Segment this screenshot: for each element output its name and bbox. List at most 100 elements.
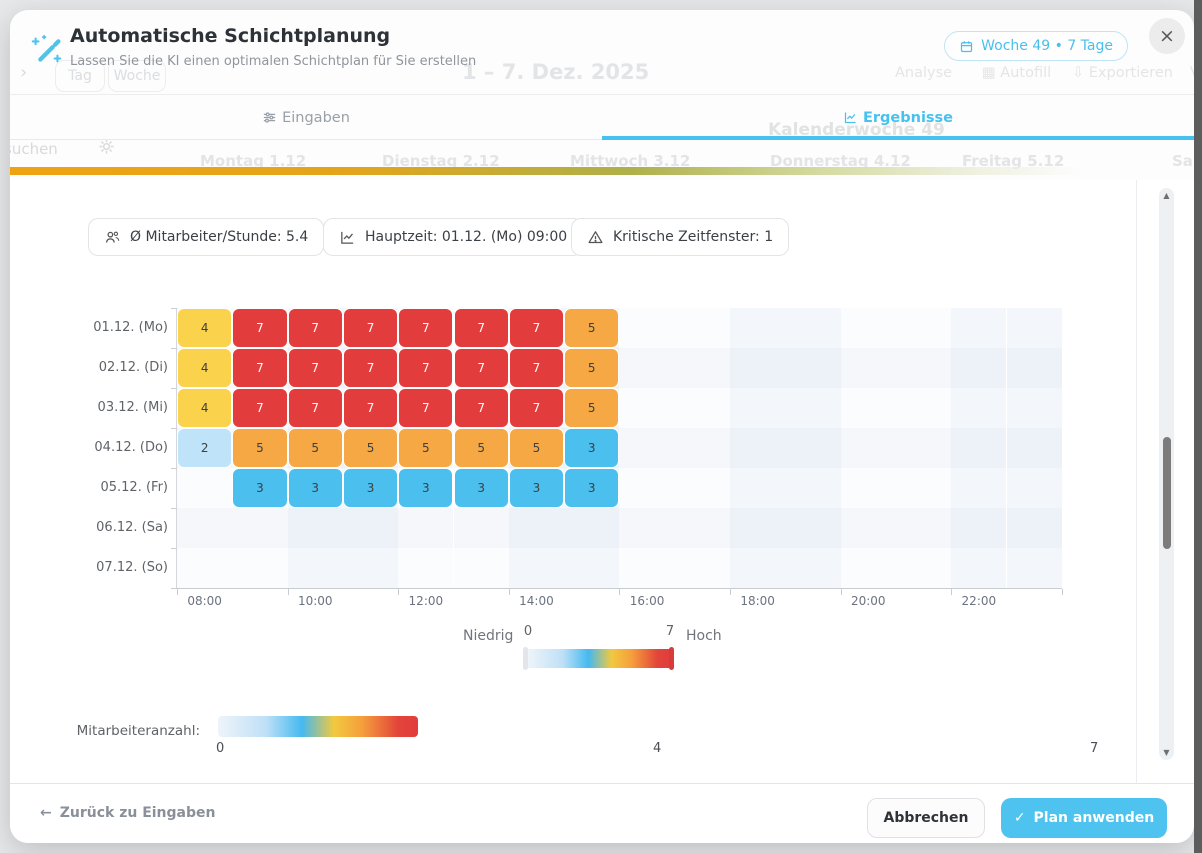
stat-peak-label: Hauptzeit: 01.12. (Mo) 09:00 — [365, 229, 568, 245]
heatmap-cell[interactable]: 7 — [232, 348, 288, 388]
heatmap-cell[interactable]: 7 — [232, 388, 288, 428]
active-tab-underline — [602, 136, 1194, 140]
heatmap-cell[interactable]: 7 — [508, 348, 565, 388]
heatmap-row-label: 03.12. (Mi) — [97, 400, 168, 415]
heatmap-cell[interactable]: 5 — [564, 308, 620, 348]
heatmap-cell[interactable]: 5 — [287, 428, 343, 468]
y-tick-mark — [171, 428, 177, 429]
stat-critical-label: Kritische Zeitfenster: 1 — [613, 229, 774, 245]
legend-max-cap[interactable] — [669, 647, 674, 670]
heatmap-cell[interactable]: 5 — [508, 428, 565, 468]
week-badge[interactable]: Woche 49 • 7 Tage — [944, 31, 1128, 61]
cancel-button[interactable]: Abbrechen — [867, 798, 985, 838]
heatmap-empty-cell — [287, 508, 343, 548]
heatmap-cell[interactable]: 7 — [398, 308, 454, 348]
heatmap-empty-cell — [508, 508, 565, 548]
heatmap-cell[interactable]: 7 — [287, 388, 343, 428]
heatmap-cell[interactable]: 2 — [177, 428, 233, 468]
heatmap-empty-cell — [730, 388, 786, 428]
heatmap-empty-cell — [730, 468, 786, 508]
heatmap-empty-cell — [674, 508, 730, 548]
heatmap-empty-cell — [508, 548, 565, 588]
heatmap-cell[interactable]: 7 — [453, 348, 509, 388]
apply-plan-button[interactable]: ✓ Plan anwenden — [1001, 798, 1167, 838]
page-scrollbar[interactable] — [1194, 0, 1202, 853]
heatmap-empty-cell — [1006, 348, 1062, 388]
heatmap-cell[interactable]: 7 — [342, 348, 399, 388]
heatmap-row-label: 07.12. (So) — [96, 560, 168, 575]
heatmap-empty-cell — [674, 348, 730, 388]
heatmap-cell[interactable]: 3 — [398, 468, 454, 508]
legend-min-cap — [523, 647, 528, 670]
back-link-label: Zurück zu Eingaben — [59, 805, 216, 821]
heatmap-empty-cell — [619, 428, 675, 468]
back-to-inputs-link[interactable]: ← Zurück zu Eingaben — [40, 805, 215, 821]
heatmap-cell[interactable]: 7 — [232, 308, 288, 348]
heatmap-cell[interactable]: 5 — [564, 388, 620, 428]
heatmap-empty-cell — [895, 388, 952, 428]
heatmap-cell[interactable]: 3 — [342, 468, 399, 508]
tab-ergebnisse[interactable]: Ergebnisse — [602, 96, 1194, 139]
heatmap-empty-cell — [342, 548, 399, 588]
inner-scrollbar[interactable]: ▲ ▼ — [1159, 188, 1174, 760]
heatmap-cell[interactable]: 7 — [398, 348, 454, 388]
scale-tick-0: 0 — [216, 741, 225, 756]
week-badge-label: Woche 49 • 7 Tage — [981, 38, 1113, 54]
heatmap-cell[interactable]: 4 — [177, 308, 233, 348]
heatmap-cell[interactable]: 7 — [287, 348, 343, 388]
heatmap-cell[interactable]: 3 — [564, 468, 620, 508]
heatmap-cell[interactable]: 5 — [453, 428, 509, 468]
tab-eingaben[interactable]: Eingaben — [10, 96, 602, 139]
heatmap-cell[interactable]: 7 — [508, 308, 565, 348]
heatmap-cell[interactable]: 3 — [232, 468, 288, 508]
heatmap-empty-cell — [1006, 428, 1062, 468]
bg-day-header: Freitag 5.12 — [962, 152, 1065, 170]
heatmap-cell[interactable]: 5 — [564, 348, 620, 388]
heatmap-empty-cell — [840, 508, 896, 548]
gear-icon — [98, 138, 115, 159]
close-button[interactable]: × — [1149, 18, 1185, 54]
heatmap-cell[interactable]: 3 — [564, 428, 620, 468]
bg-day-header: Dienstag 2.12 — [382, 152, 500, 170]
heatmap-empty-cell — [785, 388, 841, 428]
heatmap-row-label: 05.12. (Fr) — [100, 480, 168, 495]
heatmap-cell[interactable]: 7 — [342, 388, 399, 428]
cancel-button-label: Abbrechen — [883, 810, 969, 826]
scroll-down-icon[interactable]: ▼ — [1163, 748, 1170, 757]
heatmap-empty-cell — [785, 348, 841, 388]
back-arrow-icon: ← — [40, 805, 52, 821]
x-tick-label: 22:00 — [961, 594, 997, 608]
stat-peak-time: Hauptzeit: 01.12. (Mo) 09:00 — [323, 218, 584, 256]
heatmap-cell[interactable]: 3 — [287, 468, 343, 508]
heatmap-empty-cell — [951, 548, 1007, 588]
heatmap-cell[interactable]: 5 — [342, 428, 399, 468]
heatmap-cell[interactable]: 7 — [398, 388, 454, 428]
magic-wand-icon — [28, 30, 66, 72]
heatmap-cell[interactable]: 7 — [453, 308, 509, 348]
heatmap-cell[interactable]: 3 — [453, 468, 509, 508]
scrollbar-thumb[interactable] — [1162, 437, 1171, 549]
heatmap-cell[interactable]: 7 — [287, 308, 343, 348]
heatmap-empty-cell — [674, 428, 730, 468]
heatmap-empty-cell — [564, 548, 620, 588]
x-tick-label: 08:00 — [187, 594, 222, 608]
modal-title: Automatische Schichtplanung — [70, 25, 391, 47]
scroll-up-icon[interactable]: ▲ — [1163, 191, 1170, 200]
x-tick-mark — [177, 589, 178, 595]
chart-icon — [339, 229, 356, 246]
heatmap-cell[interactable]: 7 — [342, 308, 399, 348]
heatmap-cell[interactable]: 3 — [508, 468, 565, 508]
heatmap-empty-cell — [895, 348, 952, 388]
heatmap-empty-cell — [1006, 388, 1062, 428]
heatmap-cell[interactable]: 4 — [177, 388, 233, 428]
heatmap-cell[interactable]: 5 — [232, 428, 288, 468]
heatmap-cell[interactable]: 7 — [508, 388, 565, 428]
heatmap-cell[interactable]: 4 — [177, 348, 233, 388]
results-panel: Ø Mitarbeiter/Stunde: 5.4 Hauptzeit: 01.… — [10, 180, 1194, 783]
heatmap-empty-cell — [951, 508, 1007, 548]
heatmap-empty-cell — [232, 508, 288, 548]
heatmap-cell[interactable]: 7 — [453, 388, 509, 428]
heatmap-cell[interactable]: 5 — [398, 428, 454, 468]
x-tick-mark — [1061, 589, 1063, 595]
